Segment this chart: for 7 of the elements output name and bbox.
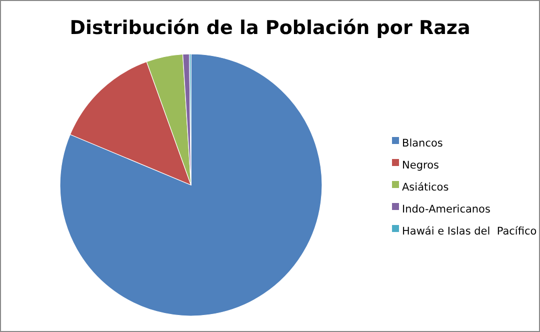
chart-title: Distribución de la Población por Raza bbox=[70, 17, 470, 39]
legend-label: Asiáticos bbox=[402, 182, 449, 194]
legend-label: Blancos bbox=[402, 138, 443, 150]
legend-label: Indo-Americanos bbox=[402, 204, 490, 216]
pie-slice bbox=[60, 54, 322, 316]
legend-label: Negros bbox=[402, 160, 439, 172]
legend-label: Hawái e Islas del Pacífico bbox=[402, 226, 537, 238]
